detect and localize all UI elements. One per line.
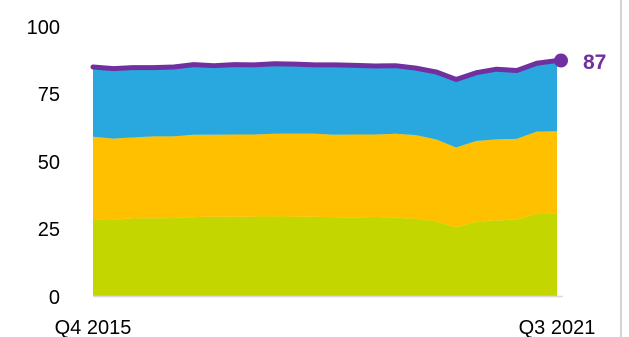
y-tick-label: 50 xyxy=(38,152,60,174)
x-axis-ticks: Q4 2015 Q3 2021 xyxy=(55,317,596,337)
end-value-label: 87 xyxy=(583,51,606,74)
total-line xyxy=(90,58,560,82)
area-series-3 xyxy=(93,60,557,148)
total-line-group xyxy=(90,53,568,82)
total-end-marker xyxy=(554,53,568,68)
stacked-areas xyxy=(93,60,557,296)
y-tick-label: 75 xyxy=(38,84,60,106)
y-tick-label: 100 xyxy=(27,17,60,39)
x-tick-label-end: Q3 2021 xyxy=(519,317,596,337)
right-border xyxy=(620,0,622,337)
area-series-1 xyxy=(93,213,557,296)
area-series-2 xyxy=(93,131,557,228)
x-tick-label-start: Q4 2015 xyxy=(55,317,132,337)
y-tick-label: 0 xyxy=(49,287,60,309)
y-tick-label: 25 xyxy=(38,219,60,241)
y-axis-ticks: 0 25 50 75 100 xyxy=(27,17,60,309)
